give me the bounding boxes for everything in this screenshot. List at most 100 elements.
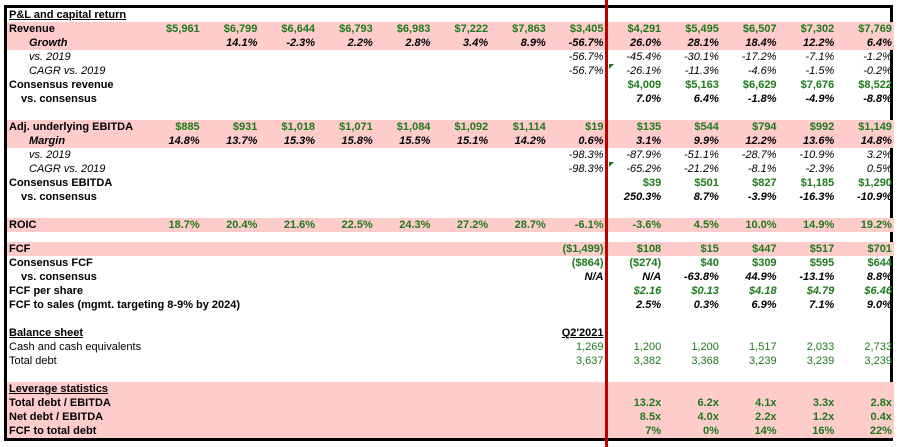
row-label[interactable]	[7, 232, 144, 242]
cell[interactable]: $1,071	[317, 120, 375, 134]
cell[interactable]: -2.3%	[259, 36, 318, 50]
cell[interactable]	[548, 298, 606, 312]
cell[interactable]	[202, 148, 260, 162]
cell[interactable]: -1.2%	[863, 51, 892, 63]
cell[interactable]: $517	[778, 242, 837, 256]
cell[interactable]	[432, 50, 490, 64]
cell[interactable]	[259, 424, 318, 438]
cell[interactable]	[490, 382, 548, 396]
cell[interactable]: $1,114	[490, 120, 548, 134]
cell[interactable]	[202, 232, 260, 242]
cell[interactable]	[259, 78, 317, 92]
cell[interactable]: $5,961	[144, 22, 202, 36]
cell[interactable]	[144, 396, 202, 410]
cell[interactable]	[259, 64, 317, 78]
cell[interactable]	[548, 8, 606, 22]
cell[interactable]	[547, 424, 606, 438]
cell[interactable]	[836, 106, 894, 120]
cell[interactable]: 14.1%	[201, 36, 260, 50]
cell[interactable]: 44.9%	[745, 271, 777, 283]
cell[interactable]	[202, 312, 260, 326]
cell[interactable]	[547, 396, 606, 410]
cell[interactable]: $135	[605, 120, 664, 134]
cell[interactable]: 4.1x	[720, 396, 779, 410]
cell[interactable]: 13.7%	[201, 134, 260, 148]
cell[interactable]: $1,290	[858, 177, 892, 189]
cell[interactable]: 14.8%	[144, 134, 202, 148]
cell[interactable]	[202, 8, 260, 22]
cell[interactable]	[317, 92, 375, 106]
cell[interactable]: 2.2x	[720, 410, 779, 424]
cell[interactable]	[375, 176, 433, 190]
cell[interactable]: $1,018	[259, 120, 318, 134]
cell[interactable]	[375, 190, 433, 204]
cell[interactable]: 19.2%	[836, 218, 894, 232]
cell[interactable]	[375, 204, 433, 218]
cell[interactable]: 8.9%	[490, 36, 548, 50]
cell[interactable]	[836, 8, 894, 22]
cell[interactable]: $6.46	[864, 285, 892, 297]
cell[interactable]	[259, 284, 317, 298]
cell[interactable]	[202, 176, 260, 190]
cell[interactable]	[548, 204, 606, 218]
cell[interactable]	[490, 284, 548, 298]
cell[interactable]	[721, 8, 779, 22]
cell[interactable]: 1.2x	[778, 410, 837, 424]
row-label[interactable]: vs. consensus	[21, 93, 97, 105]
cell[interactable]	[375, 368, 433, 382]
cell[interactable]: $0.13	[691, 285, 719, 297]
cell[interactable]	[778, 382, 837, 396]
cell[interactable]	[144, 148, 202, 162]
cell[interactable]	[259, 92, 317, 106]
cell[interactable]	[259, 312, 317, 326]
cell[interactable]	[144, 270, 202, 284]
cell[interactable]	[836, 232, 894, 242]
cell[interactable]: 0.3%	[693, 299, 719, 311]
cell[interactable]	[606, 106, 664, 120]
cell[interactable]	[779, 326, 837, 340]
cell[interactable]	[144, 232, 202, 242]
cell[interactable]: $5,495	[663, 22, 721, 36]
row-label[interactable]: Leverage statistics	[7, 382, 144, 396]
cell[interactable]	[779, 8, 837, 22]
cell[interactable]	[317, 162, 375, 176]
cell[interactable]	[317, 190, 375, 204]
cell[interactable]: 18.7%	[144, 218, 202, 232]
cell[interactable]: $6,507	[720, 22, 779, 36]
cell[interactable]: $4.18	[749, 285, 777, 297]
row-label[interactable]: FCF to sales (mgmt. targeting 8-9% by 20…	[9, 299, 241, 311]
cell[interactable]: 24.3%	[374, 218, 433, 232]
cell[interactable]	[259, 326, 317, 340]
cell[interactable]	[721, 326, 779, 340]
cell[interactable]	[548, 106, 606, 120]
cell[interactable]	[202, 50, 260, 64]
cell[interactable]	[490, 256, 548, 270]
cell[interactable]	[375, 50, 433, 64]
cell[interactable]: ($274)	[629, 257, 662, 269]
cell[interactable]: 9.9%	[663, 134, 721, 148]
cell[interactable]	[721, 232, 779, 242]
cell[interactable]: -87.9%	[626, 149, 662, 161]
cell[interactable]	[259, 50, 317, 64]
cell[interactable]	[548, 78, 606, 92]
cell[interactable]: -6.1%	[547, 218, 606, 232]
cell[interactable]: 3.4%	[432, 36, 491, 50]
cell[interactable]	[202, 204, 260, 218]
cell[interactable]	[432, 204, 490, 218]
cell[interactable]: 8.7%	[693, 191, 719, 203]
cell[interactable]	[663, 368, 721, 382]
cell[interactable]: $3,405	[547, 22, 606, 36]
cell[interactable]: -7.1%	[805, 51, 835, 63]
cell[interactable]	[144, 382, 202, 396]
cell[interactable]	[259, 232, 317, 242]
cell[interactable]	[836, 368, 894, 382]
cell[interactable]	[259, 242, 318, 256]
cell[interactable]: 12.2%	[720, 134, 779, 148]
cell[interactable]: -28.7%	[741, 149, 777, 161]
cell[interactable]: 16%	[778, 424, 837, 438]
cell[interactable]	[432, 64, 490, 78]
cell[interactable]: 3,239	[749, 355, 777, 367]
row-label[interactable]: CAGR vs. 2019	[29, 163, 106, 175]
cell[interactable]	[374, 424, 433, 438]
cell[interactable]	[836, 312, 894, 326]
